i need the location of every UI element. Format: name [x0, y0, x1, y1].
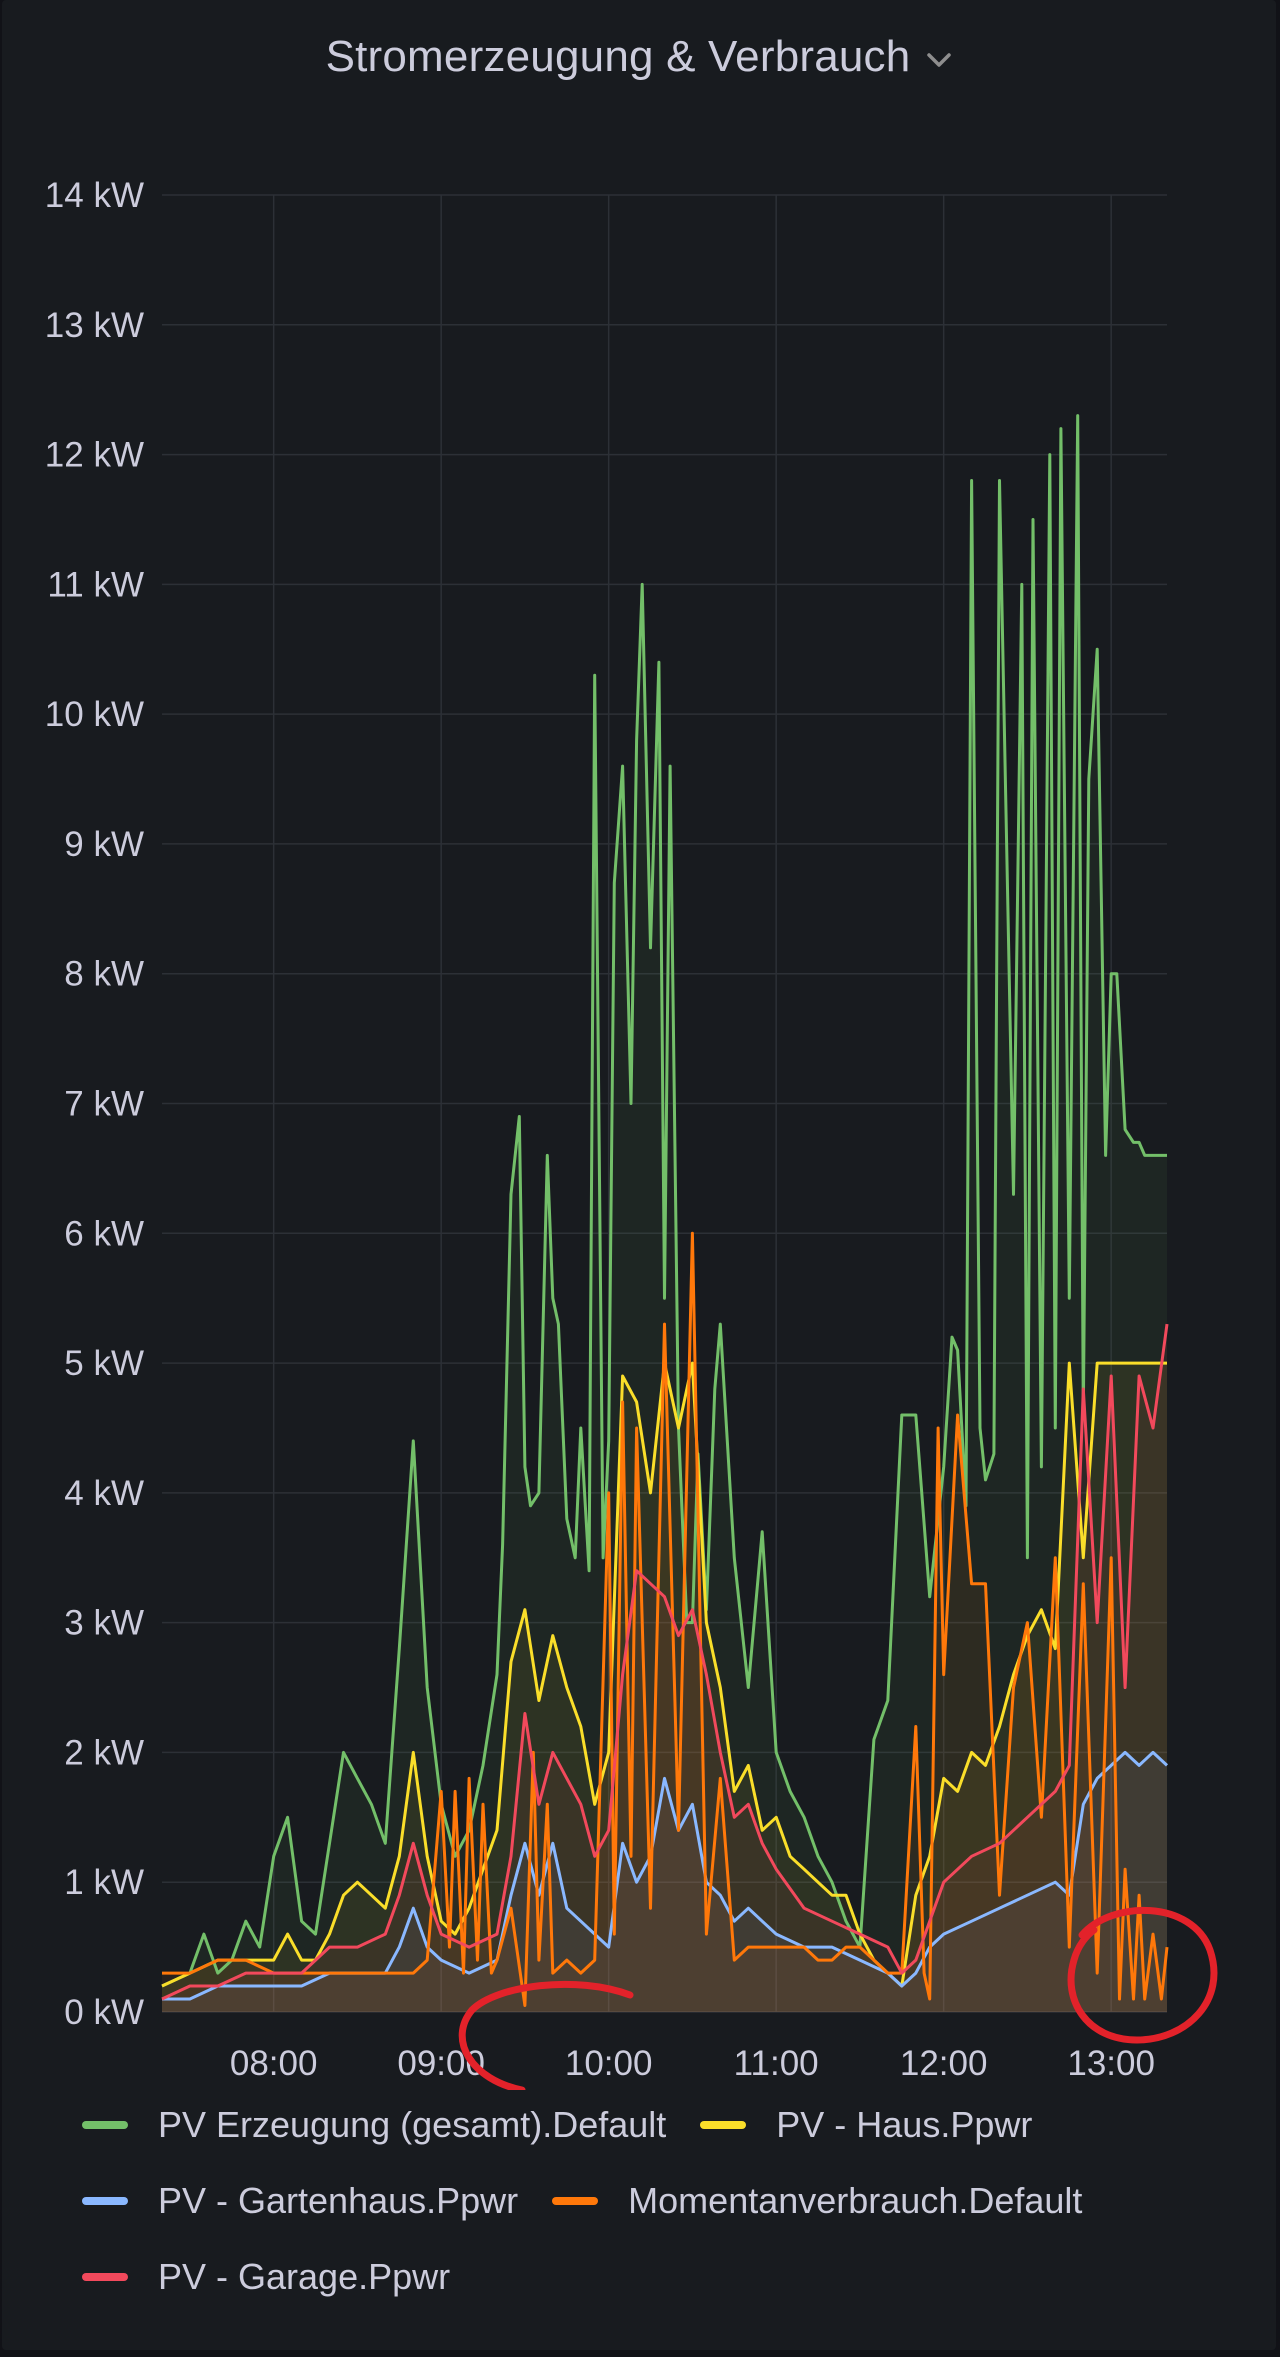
legend-item[interactable]: PV - Gartenhaus.Ppwr: [82, 2176, 518, 2226]
series-area-2: [162, 1752, 1167, 2012]
hand-drawn-annotations: [458, 1906, 1218, 2090]
time-series-chart[interactable]: 0 kW 1 kW 2 kW 3 kW 4 kW 5 kW 6 kW 7 kW 8 kW 9 kW…: [2, 0, 1276, 2090]
legend-label: Momentanverbrauch.Default: [628, 2180, 1083, 2221]
y-tick-label: 6 kW: [64, 1214, 144, 1253]
legend-label: PV Erzeugung (gesamt).Default: [158, 2104, 667, 2145]
series-area-4: [162, 1324, 1167, 2012]
legend-item[interactable]: PV - Garage.Ppwr: [82, 2252, 450, 2302]
y-tick-label: 2 kW: [64, 1733, 144, 1772]
y-axis-ticks: 0 kW 1 kW 2 kW 3 kW 4 kW 5 kW 6 kW 7 kW 8 kW 9 kW…: [45, 176, 144, 2032]
x-tick-label: 11:00: [734, 2044, 819, 2083]
series-area-3: [162, 1233, 1167, 2012]
annotation-circle-left: [458, 1980, 634, 2090]
legend-item[interactable]: PV Erzeugung (gesamt).Default: [82, 2100, 666, 2150]
series-area-0: [162, 415, 1167, 2013]
legend-swatch: [82, 2121, 128, 2129]
legend-swatch: [552, 2197, 599, 2205]
y-tick-label: 5 kW: [64, 1344, 144, 1383]
legend-swatch: [700, 2121, 747, 2129]
series-fill-areas: [162, 415, 1167, 2013]
annotation-circle-right: [1067, 1906, 1218, 2044]
y-tick-label: 7 kW: [64, 1085, 144, 1124]
legend-label: PV - Garage.Ppwr: [158, 2256, 451, 2297]
panel-header[interactable]: Stromerzeugung & Verbrauch: [2, 22, 1276, 92]
series-area-1: [162, 1363, 1167, 2012]
chevron-down-icon[interactable]: [926, 52, 952, 68]
legend-swatch: [82, 2273, 128, 2281]
legend-item[interactable]: PV - Haus.Ppwr: [700, 2100, 1032, 2150]
panel-title: Stromerzeugung & Verbrauch: [325, 32, 911, 81]
legend-item[interactable]: Momentanverbrauch.Default: [552, 2176, 1082, 2226]
y-tick-label: 1 kW: [64, 1863, 144, 1902]
legend-label: PV - Haus.Ppwr: [776, 2104, 1033, 2145]
y-tick-label: 11 kW: [47, 565, 144, 604]
x-tick-label: 12:00: [900, 2044, 988, 2083]
x-tick-label: 10:00: [565, 2044, 653, 2083]
series-line-3[interactable]: [162, 1231, 1169, 2007]
grid-lines: [162, 194, 1167, 2013]
legend-label: PV - Gartenhaus.Ppwr: [158, 2180, 519, 2221]
y-tick-label: 0 kW: [64, 1993, 144, 2032]
series-line-1[interactable]: [161, 1361, 1167, 1988]
legend-swatch: [82, 2197, 128, 2205]
legend: PV Erzeugung (gesamt).Default PV - Haus.P…: [82, 2100, 1262, 2302]
y-tick-label: 3 kW: [64, 1604, 144, 1643]
y-tick-label: 8 kW: [64, 955, 144, 994]
x-tick-label: 13:00: [1067, 2044, 1155, 2083]
x-axis-ticks: 08:00 09:00 10:00 11:00 12:00 13:00: [230, 2044, 1155, 2083]
series-lines: [161, 414, 1169, 2007]
series-line-0[interactable]: [161, 414, 1167, 1988]
series-line-4[interactable]: [161, 1323, 1169, 2001]
y-tick-label: 4 kW: [64, 1474, 144, 1513]
y-tick-label: 14 kW: [45, 176, 144, 215]
y-tick-label: 10 kW: [45, 695, 144, 734]
y-tick-label: 9 kW: [64, 825, 144, 864]
y-tick-label: 13 kW: [45, 306, 144, 345]
x-tick-label: 08:00: [230, 2044, 318, 2083]
y-tick-label: 12 kW: [45, 436, 144, 475]
